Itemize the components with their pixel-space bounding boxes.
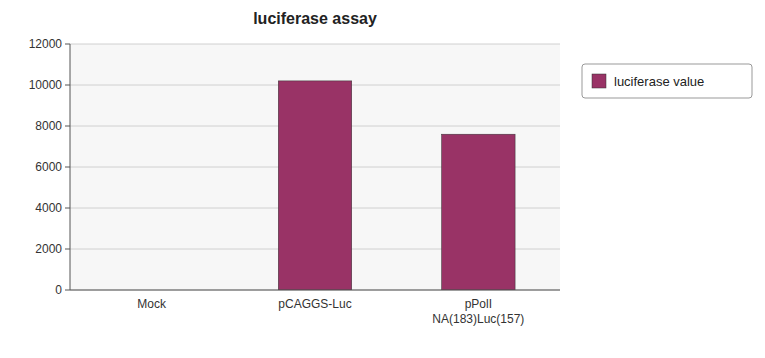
y-tick-labels: 0 2000 4000 6000 8000 10000 12000 [29,37,70,297]
y-grid [70,44,560,290]
grid-line [70,44,560,45]
x-tick-label: pCAGGS-Luc [278,297,351,311]
y-tick [65,85,70,86]
y-tick [65,249,70,250]
y-tick [65,290,70,291]
chart-title: luciferase assay [253,10,377,27]
x-axis-line [70,290,560,291]
bars [278,81,515,290]
x-tick-labels: Mock pCAGGS-Luc pPolINA(183)Luc(157) [137,297,524,326]
y-tick [65,126,70,127]
bar [278,81,352,290]
y-axis-line [70,44,71,290]
y-tick [65,167,70,168]
y-tick-label: 8000 [35,119,62,133]
legend: luciferase value [582,64,752,98]
x-tick-label: pPolINA(183)Luc(157) [432,297,524,326]
chart-svg: luciferase assay 0 2000 4000 6000 8000 10000 12… [0,0,765,358]
x-tick-label: Mock [137,297,167,311]
y-tick-label: 6000 [35,160,62,174]
y-tick-label: 4000 [35,201,62,215]
y-tick [65,44,70,45]
y-tick-label: 2000 [35,242,62,256]
chart-container: luciferase assay 0 2000 4000 6000 8000 10000 12… [0,0,765,358]
legend-swatch [592,74,606,88]
y-tick-label: 10000 [29,78,63,92]
grid-line [70,290,560,291]
bar [442,134,516,290]
y-tick [65,208,70,209]
y-tick-label: 12000 [29,37,63,51]
legend-label: luciferase value [614,74,704,89]
y-tick-label: 0 [55,283,62,297]
legend-frame [582,64,752,98]
plot-background [70,44,560,290]
